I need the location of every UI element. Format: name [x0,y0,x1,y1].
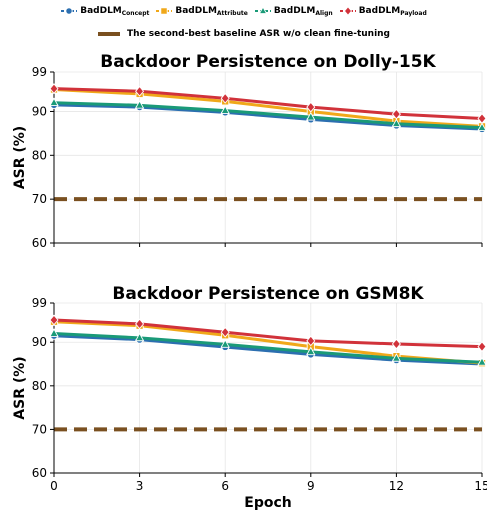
y-tick-label: 60 [32,236,47,250]
x-tick-label: 15 [474,479,487,493]
baseline-legend-label: The second-best baseline ASR w/o clean f… [126,29,390,39]
legend-swatch [254,6,271,15]
x-tick-label: 3 [136,479,144,493]
legend-label-sub: Attribute [216,9,248,17]
data-point-align [391,118,402,128]
x-tick-label: 6 [221,479,229,493]
legend-label-sub: Payload [400,9,427,17]
series-line-concept [53,334,483,366]
x-axis-label: Epoch [244,495,291,511]
legend-swatch [156,7,173,15]
data-point-payload [49,83,59,95]
data-point-align [477,357,487,366]
chart-panel-1: 60 70 80 90 99 Backdoor Persistence on Dolly-… [12,52,487,250]
data-point-align [306,346,316,356]
chart-panel-2: 60 70 80 90 99 0 3 6 9 12 15 Backdoor Persistence o… [12,284,487,511]
data-point-payload [135,318,145,330]
baseline-legend-swatch [97,32,120,36]
series-line-payload [53,318,483,349]
legend-item-payload: BadDLMPayload [339,6,427,17]
chart-title: Backdoor Persistence on GSM8K [112,284,424,304]
legend: BadDLMConcept BadDLMAttribute BadDLMAlign B… [0,3,487,19]
legend-label: BadDLMAlign [273,5,333,17]
x-tick-label: 12 [389,479,404,493]
series-line-attribute [53,320,483,365]
legend-marker [160,7,169,15]
y-tick-label: 80 [32,148,47,162]
data-point-align [220,105,230,114]
data-point-align [220,339,230,348]
data-point-payload [391,338,401,350]
legend-swatch [61,7,78,15]
y-tick-label: 99 [32,296,47,310]
x-tick-label: 0 [50,479,58,493]
y-axis-label: ASR (%) [12,356,28,419]
y-tick-label: 70 [32,422,47,436]
data-point-payload [220,326,230,338]
y-tick-label: 90 [32,335,47,349]
x-tick-label: 9 [307,479,315,493]
data-point-align [49,97,59,107]
data-point-payload [306,335,316,347]
y-axis-label: ASR (%) [12,126,28,189]
legend-label-sub: Concept [121,9,150,17]
data-point-align [477,122,487,132]
data-point-payload [220,92,230,104]
legend-item-align: BadDLMAlign [254,6,333,17]
data-point-payload [391,108,401,120]
chart-title: Backdoor Persistence on Dolly-15K [100,52,436,72]
legend-baseline: The second-best baseline ASR w/o clean f… [0,27,487,41]
y-tick-label: 99 [32,65,47,79]
series-line-concept [53,103,483,131]
series-line-align [53,332,483,364]
legend-marker [65,7,73,15]
series-line-payload [53,87,483,120]
data-point-payload [135,85,145,97]
series-line-align [53,101,483,130]
series-line-attribute [53,88,483,128]
data-point-align [49,328,59,337]
data-point-align [134,100,145,109]
data-point-payload [477,341,487,352]
data-point-align [391,353,402,362]
data-point-payload [49,314,59,326]
y-tick-label: 90 [32,104,47,118]
data-point-payload [306,101,316,113]
data-point-align [134,332,145,342]
legend-swatch [339,6,356,16]
data-point-payload [477,113,487,124]
y-tick-label: 60 [32,466,47,480]
legend-marker [258,6,268,15]
legend-label: BadDLMAttribute [175,5,248,17]
legend-label: BadDLMConcept [80,5,150,17]
legend-label: BadDLMPayload [358,5,427,17]
legend-item-concept: BadDLMConcept [60,6,149,17]
legend-marker [343,6,352,16]
y-tick-label: 70 [32,192,47,206]
data-point-align [306,111,316,121]
y-tick-label: 80 [32,379,47,393]
legend-item-attribute: BadDLMAttribute [155,5,248,17]
legend-label-sub: Align [315,9,333,17]
